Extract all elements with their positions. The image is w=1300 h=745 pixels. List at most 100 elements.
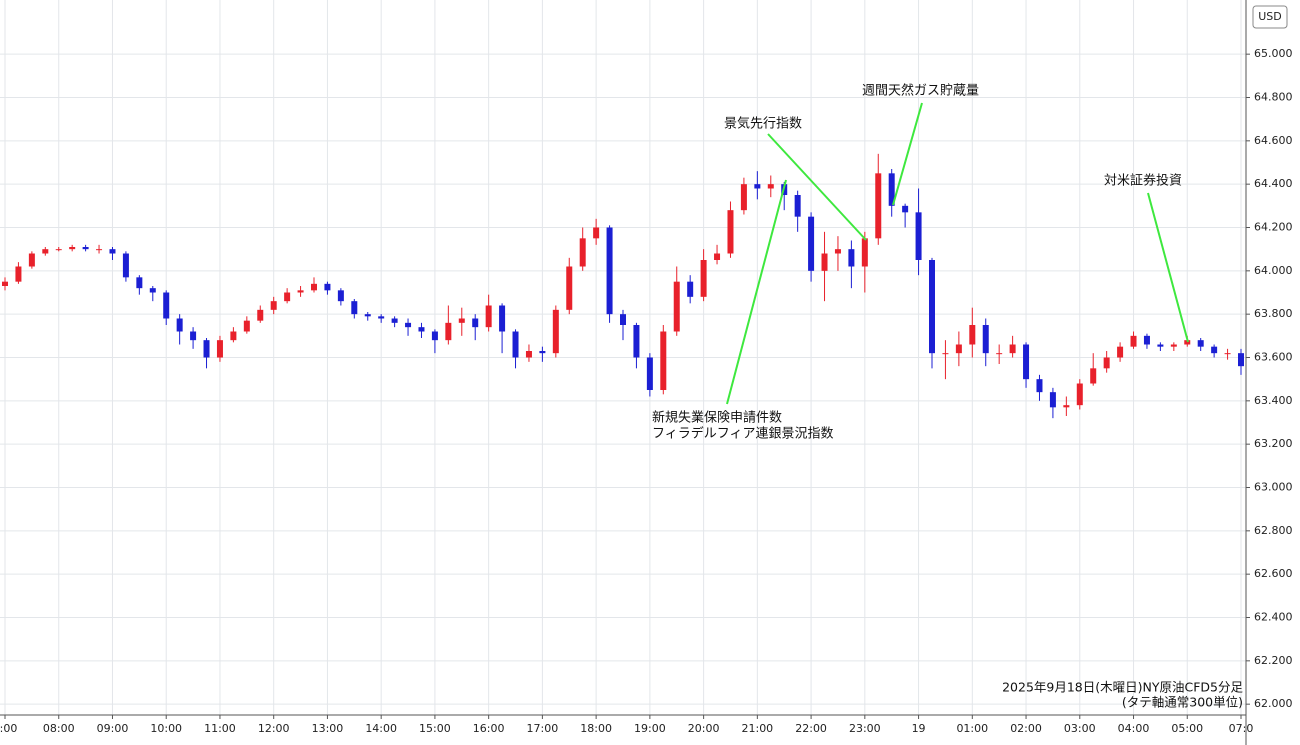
y-tick-label: 62.600: [1254, 567, 1293, 580]
candle-body: [324, 283, 331, 291]
x-tick-label: 08:00: [43, 722, 75, 735]
candle-body: [230, 331, 237, 341]
candle-body: [499, 305, 506, 332]
candle-body: [888, 173, 895, 206]
y-tick-label: 63.200: [1254, 437, 1293, 450]
candle-body: [727, 210, 734, 254]
candle-body: [284, 292, 291, 302]
y-tick-label: 62.200: [1254, 654, 1293, 667]
candle-body: [1130, 335, 1137, 347]
candle-body: [660, 331, 667, 390]
candle-body: [82, 247, 89, 250]
x-tick-label: 21:00: [741, 722, 773, 735]
x-tick-label: 19:00: [634, 722, 666, 735]
candle-body: [149, 288, 156, 293]
candle-body: [512, 331, 519, 358]
candle-body: [190, 331, 197, 341]
candle-body: [257, 309, 264, 321]
annotation-line: [892, 102, 923, 206]
candle-body: [902, 205, 909, 213]
candle-body: [15, 266, 22, 282]
x-tick-label: 16:00: [473, 722, 505, 735]
candle-body: [472, 318, 479, 328]
annotation-line: [1147, 192, 1189, 343]
unit-box: [1252, 5, 1288, 29]
candle-body: [633, 325, 640, 358]
candle-body: [431, 331, 438, 341]
annotation: 週間天然ガス貯蔵量: [862, 83, 979, 99]
candle-body: [794, 195, 801, 217]
x-tick-label: 20:00: [688, 722, 720, 735]
y-tick-label: 63.400: [1254, 394, 1293, 407]
candle-body: [405, 322, 412, 328]
y-tick-label: 64.800: [1254, 91, 1293, 104]
candle-body: [1076, 383, 1083, 406]
candle-body: [1009, 344, 1016, 354]
candle-body: [485, 305, 492, 328]
x-tick-label: 14:00: [365, 722, 397, 735]
y-tick-label: 64.600: [1254, 134, 1293, 147]
x-tick-label: 07:0: [1229, 722, 1254, 735]
annotation-line: [726, 179, 787, 405]
candle-body: [351, 301, 358, 315]
candle-body: [445, 322, 452, 341]
annotation: 景気先行指数: [724, 116, 802, 132]
candle-body: [1224, 353, 1231, 355]
candle-body: [525, 351, 532, 358]
candle-body: [646, 357, 653, 390]
candle-body: [875, 173, 882, 239]
candle-body: [673, 281, 680, 332]
candle-body: [566, 266, 573, 310]
candle-body: [1184, 340, 1191, 345]
candle-body: [1197, 340, 1204, 347]
x-tick-label: 04:00: [1118, 722, 1150, 735]
annotation: 対米証券投資: [1104, 173, 1182, 189]
x-tick-label: 18:00: [580, 722, 612, 735]
chart-subtitle: (タテ軸通常300単位): [1122, 695, 1243, 710]
candle-body: [109, 249, 116, 254]
candle-body: [364, 314, 371, 317]
candle-body: [955, 344, 962, 354]
candle-body: [1238, 353, 1244, 367]
candle-body: [1023, 344, 1030, 380]
candle-body: [593, 227, 600, 239]
candle-body: [969, 325, 976, 345]
y-tick-label: 63.600: [1254, 351, 1293, 364]
candle-body: [270, 301, 277, 310]
x-tick-label: 03:00: [1064, 722, 1096, 735]
candle-body: [311, 283, 317, 291]
candle-body: [216, 340, 223, 358]
y-axis-unit: USD: [1258, 10, 1282, 23]
x-tick-label: 11:00: [204, 722, 236, 735]
candle-body: [243, 320, 250, 332]
candle-body: [1049, 392, 1056, 408]
annotation-line: [767, 133, 867, 241]
candle-body: [203, 340, 210, 358]
x-tick-label: 05:00: [1171, 722, 1203, 735]
candle-body: [418, 327, 425, 332]
y-tick-label: 62.800: [1254, 524, 1293, 537]
x-tick-label: 22:00: [795, 722, 827, 735]
candle-body: [620, 314, 626, 325]
candle-body: [1063, 405, 1070, 408]
candle-body: [1036, 379, 1043, 393]
candle-body: [929, 260, 935, 354]
candle-body: [42, 249, 49, 254]
candle-body: [2, 281, 8, 286]
candle-body: [982, 325, 989, 354]
candle-body: [606, 227, 613, 315]
candle-body: [96, 249, 103, 251]
x-tick-label: 09:00: [97, 722, 129, 735]
y-tick-label: 63.000: [1254, 481, 1293, 494]
candle-body: [122, 253, 129, 278]
x-tick-label: 7:00: [0, 722, 17, 735]
annotation: フィラデルフィア連銀景況指数: [652, 426, 833, 442]
candle-body: [687, 281, 694, 297]
candle-body: [297, 290, 304, 293]
chart-title: 2025年9月18日(木曜日)NY原油CFD5分足: [1002, 680, 1243, 695]
candle-body: [552, 309, 559, 354]
candle-body: [848, 249, 855, 267]
candle-body: [579, 238, 586, 267]
x-tick-label: 12:00: [258, 722, 290, 735]
